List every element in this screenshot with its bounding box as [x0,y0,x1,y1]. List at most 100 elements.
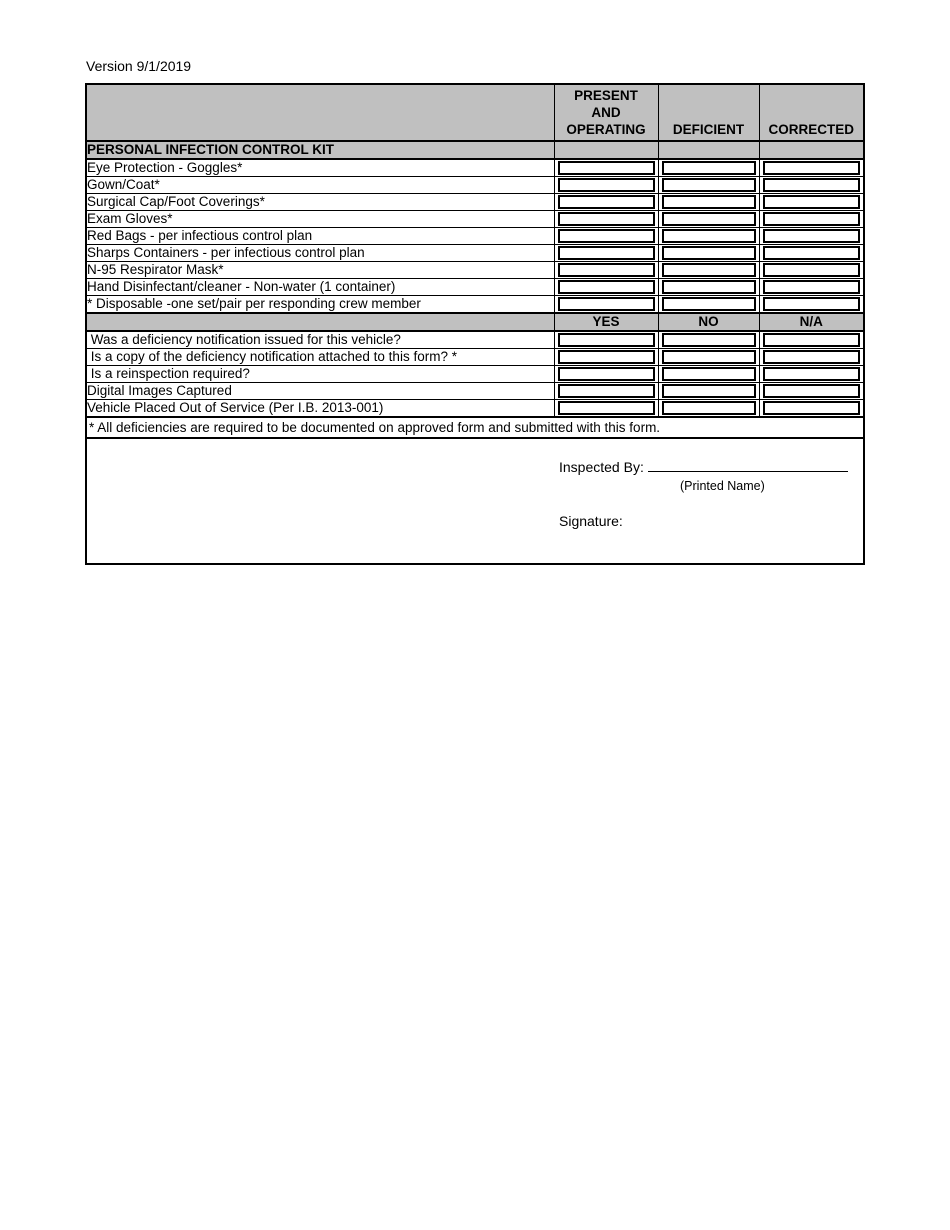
question-cell-na [758,365,865,383]
item-row: N-95 Respirator Mask* [85,261,865,279]
question-cell-na [758,330,865,349]
question-cell-na [758,382,865,400]
question-label: Is a reinspection required? [85,365,555,383]
item-cell-deficient [657,193,760,211]
item-cell-corrected [758,210,865,228]
item-cell-corrected [758,278,865,296]
checkbox-field-no[interactable] [661,333,756,347]
checkbox-field-yes[interactable] [557,350,655,364]
checkbox-field-na[interactable] [762,350,860,364]
checkbox-field-deficient[interactable] [661,178,756,192]
section-header-empty-cell [553,140,659,160]
checkbox-field-present-operating[interactable] [557,161,655,175]
inspection-checklist-table: PRESENT AND OPERATING DEFICIENT CORRECTED PER… [85,83,865,565]
item-cell-present-operating [553,193,659,211]
item-row: * Disposable -one set/pair per respondin… [85,295,865,314]
checkbox-field-yes[interactable] [557,367,655,381]
checkbox-field-deficient[interactable] [661,229,756,243]
item-cell-corrected [758,193,865,211]
item-row: Hand Disinfectant/cleaner - Non-water (1… [85,278,865,296]
question-row: Is a copy of the deficiency notification… [85,348,865,366]
checkbox-field-corrected[interactable] [762,297,860,311]
section-header-empty-cell [758,140,865,160]
checkbox-field-no[interactable] [661,350,756,364]
checkbox-field-no[interactable] [661,384,756,398]
item-cell-corrected [758,244,865,262]
checkbox-field-deficient[interactable] [661,297,756,311]
yes-no-na-header-row: YES NO N/A [85,312,865,332]
checkbox-field-deficient[interactable] [661,212,756,226]
question-label: Is a copy of the deficiency notification… [85,348,555,366]
item-cell-corrected [758,227,865,245]
question-cell-na [758,399,865,418]
checkbox-field-corrected[interactable] [762,195,860,209]
checkbox-field-na[interactable] [762,401,860,415]
checkbox-field-corrected[interactable] [762,246,860,260]
signature-label: Signature: [559,513,623,529]
checkbox-field-present-operating[interactable] [557,280,655,294]
question-cell-no [657,330,760,349]
checkbox-field-na[interactable] [762,384,860,398]
item-row: Surgical Cap/Foot Coverings* [85,193,865,211]
item-label: Eye Protection - Goggles* [85,158,555,177]
checkbox-field-na[interactable] [762,333,860,347]
item-cell-present-operating [553,295,659,314]
question-cell-yes [553,330,659,349]
question-cell-yes [553,348,659,366]
item-label: Surgical Cap/Foot Coverings* [85,193,555,211]
checkbox-field-deficient[interactable] [661,161,756,175]
item-cell-corrected [758,158,865,177]
footnote-text: * All deficiencies are required to be do… [85,416,865,439]
section-header-empty-cell [657,140,760,160]
item-cell-deficient [657,278,760,296]
checkbox-field-present-operating[interactable] [557,246,655,260]
checkbox-field-corrected[interactable] [762,212,860,226]
checkbox-field-corrected[interactable] [762,280,860,294]
checkbox-field-present-operating[interactable] [557,297,655,311]
signoff-cell: Inspected By: (Printed Name) Signature: [85,437,865,565]
subheader-yes: YES [553,312,659,332]
item-row: Eye Protection - Goggles* [85,158,865,177]
column-header-line: OPERATING [566,122,646,137]
question-row: Is a reinspection required? [85,365,865,383]
checkbox-field-no[interactable] [661,367,756,381]
checkbox-field-deficient[interactable] [661,280,756,294]
question-row: Digital Images Captured [85,382,865,400]
subheader-spacer-cell [85,312,555,332]
question-cell-yes [553,365,659,383]
column-header-corrected: CORRECTED [758,83,865,142]
checkbox-field-na[interactable] [762,367,860,381]
checkbox-field-corrected[interactable] [762,229,860,243]
checkbox-field-present-operating[interactable] [557,178,655,192]
checkbox-field-no[interactable] [661,401,756,415]
checkbox-field-present-operating[interactable] [557,263,655,277]
checkbox-field-corrected[interactable] [762,161,860,175]
subheader-no: NO [657,312,760,332]
checkbox-field-yes[interactable] [557,333,655,347]
checkbox-field-deficient[interactable] [661,195,756,209]
inspected-by-group: Inspected By: [559,457,848,475]
column-header-line: AND [591,105,621,120]
item-cell-present-operating [553,261,659,279]
table-header-row: PRESENT AND OPERATING DEFICIENT CORRECTED [85,83,865,142]
signoff-row: Inspected By: (Printed Name) Signature: [85,437,865,565]
item-cell-present-operating [553,278,659,296]
item-cell-deficient [657,210,760,228]
checkbox-field-corrected[interactable] [762,178,860,192]
question-cell-yes [553,382,659,400]
checkbox-field-present-operating[interactable] [557,195,655,209]
inspected-by-line[interactable] [647,457,848,472]
item-cell-present-operating [553,210,659,228]
checkbox-field-yes[interactable] [557,401,655,415]
checkbox-field-corrected[interactable] [762,263,860,277]
signoff-block: Inspected By: (Printed Name) Signature: [87,439,863,563]
item-row: Sharps Containers - per infectious contr… [85,244,865,262]
checkbox-field-present-operating[interactable] [557,229,655,243]
checkbox-field-present-operating[interactable] [557,212,655,226]
version-label: Version 9/1/2019 [86,58,192,74]
checkbox-field-deficient[interactable] [661,263,756,277]
question-row: Vehicle Placed Out of Service (Per I.B. … [85,399,865,418]
checkbox-field-deficient[interactable] [661,246,756,260]
checkbox-field-yes[interactable] [557,384,655,398]
printed-name-label: (Printed Name) [680,479,765,493]
